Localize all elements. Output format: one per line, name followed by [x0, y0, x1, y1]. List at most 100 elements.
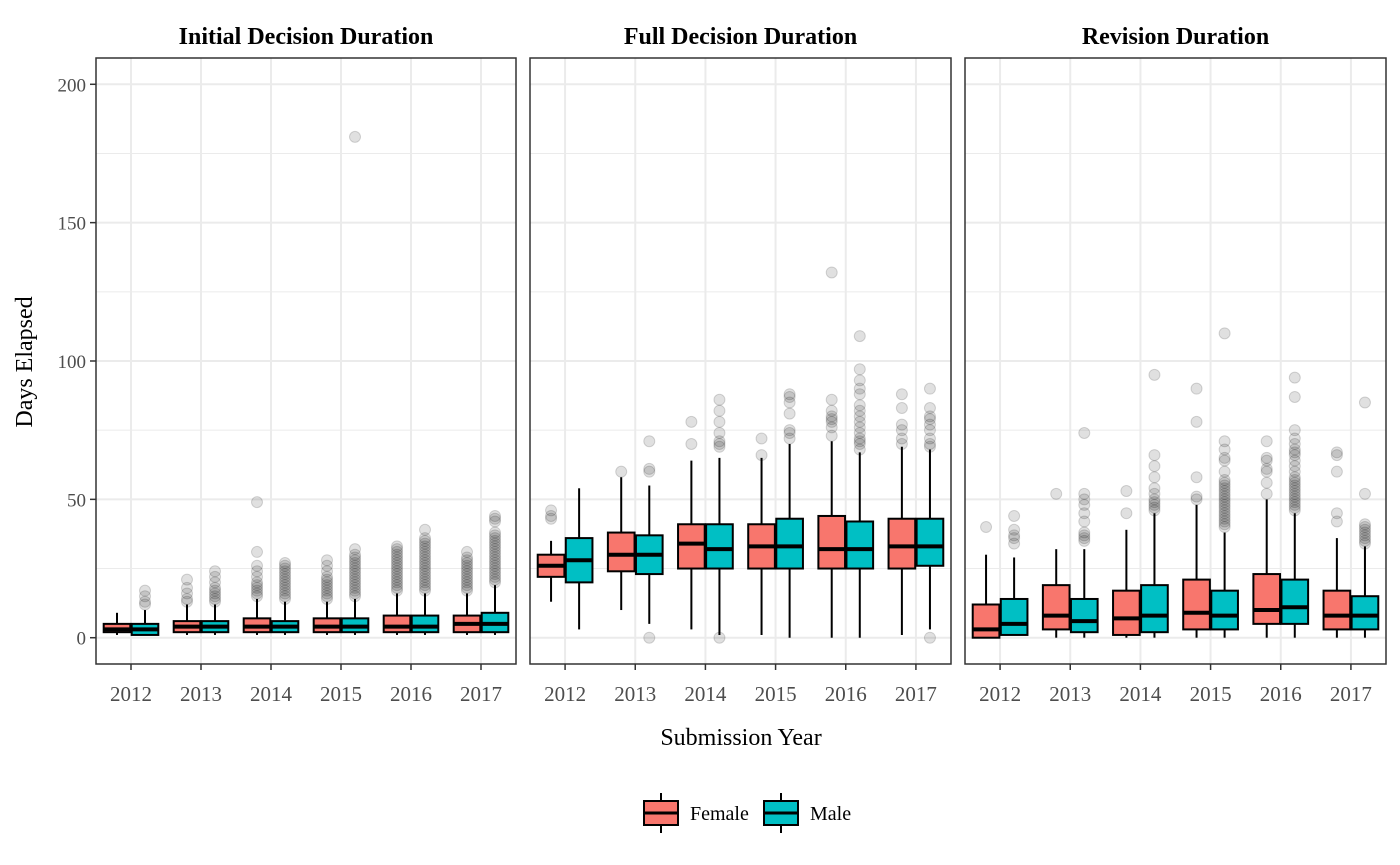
- outlier-point: [321, 581, 333, 594]
- outlier-point: [825, 415, 838, 428]
- outlier-point: [279, 568, 291, 581]
- outlier-point: [391, 543, 403, 556]
- outlier-point: [1288, 493, 1301, 506]
- outlier-point: [419, 557, 431, 569]
- outlier-point: [1190, 471, 1203, 484]
- outlier-point: [1148, 501, 1161, 514]
- box-body: [1140, 584, 1169, 634]
- outlier-point: [1078, 426, 1091, 439]
- outlier-point: [209, 565, 221, 578]
- box-body: [677, 523, 706, 570]
- outlier-point: [209, 592, 221, 605]
- outlier-point: [1218, 476, 1231, 489]
- box-2012-female: [971, 521, 1001, 639]
- outlier-point: [923, 432, 936, 445]
- outlier-point: [349, 565, 361, 578]
- outlier-point: [419, 576, 431, 589]
- outlier-point: [1008, 523, 1021, 536]
- outlier-point: [209, 581, 221, 594]
- outlier-point: [349, 576, 361, 589]
- outlier-point: [181, 592, 193, 605]
- outlier-point: [825, 421, 838, 434]
- outlier-point: [461, 559, 473, 572]
- outlier-point: [349, 554, 361, 567]
- outlier-point: [1218, 327, 1231, 340]
- outlier-point: [181, 573, 193, 586]
- outlier-point: [1330, 449, 1343, 462]
- outlier-point: [321, 576, 333, 589]
- outlier-point: [139, 590, 151, 603]
- outlier-point: [1190, 490, 1203, 503]
- outlier-point: [349, 581, 361, 594]
- outlier-point: [853, 410, 866, 423]
- outlier-point: [1218, 507, 1231, 520]
- outlier-point: [1218, 479, 1231, 492]
- outlier-point: [1288, 496, 1301, 509]
- outlier-point: [391, 540, 403, 553]
- outlier-point: [489, 557, 501, 569]
- outlier-point: [1288, 490, 1301, 503]
- outlier-point: [279, 581, 291, 594]
- outlier-point: [923, 418, 936, 431]
- outlier-point: [853, 374, 866, 387]
- box-2015-male: [340, 130, 370, 635]
- outlier-point: [209, 570, 221, 583]
- box-2014-male: [705, 393, 734, 644]
- outlier-point: [461, 557, 473, 569]
- outlier-point: [489, 515, 501, 528]
- outlier-point: [419, 537, 431, 550]
- box-2017-male: [915, 382, 945, 644]
- outlier-point: [1218, 490, 1231, 503]
- panels-layer: Initial Decision Duration 2012 2013 2014 201…: [58, 24, 1387, 706]
- outlier-point: [251, 587, 263, 600]
- outlier-point: [419, 573, 431, 586]
- outlier-point: [853, 435, 866, 448]
- outlier-point: [279, 584, 291, 597]
- x-tick-label: 2016: [1260, 682, 1302, 706]
- outlier-point: [783, 407, 796, 420]
- outlier-point: [391, 573, 403, 586]
- outlier-point: [1288, 476, 1301, 489]
- panel-title: Initial Decision Duration: [179, 24, 434, 50]
- outlier-point: [713, 438, 726, 451]
- x-tick-label: 2015: [1190, 682, 1232, 706]
- box-2014-female: [242, 496, 272, 635]
- outlier-point: [461, 576, 473, 589]
- outlier-point: [1330, 515, 1343, 528]
- legend-label: Female: [690, 803, 749, 825]
- outlier-point: [321, 565, 333, 578]
- x-tick-label: 2012: [979, 682, 1021, 706]
- box-2012-male: [564, 488, 594, 630]
- outlier-point: [1078, 515, 1091, 528]
- box-2014-female: [1112, 485, 1141, 638]
- outlier-point: [391, 565, 403, 578]
- outlier-point: [783, 396, 796, 409]
- outlier-point: [1190, 382, 1203, 395]
- outlier-point: [1288, 498, 1301, 511]
- outlier-point: [853, 426, 866, 439]
- box-body: [845, 520, 875, 570]
- outlier-point: [279, 570, 291, 583]
- y-tick-label: 50: [67, 490, 86, 511]
- outlier-point: [853, 404, 866, 417]
- box-2015-female: [312, 554, 342, 635]
- box-body: [1069, 597, 1099, 634]
- outlier-point: [391, 576, 403, 589]
- outlier-point: [349, 562, 361, 575]
- outlier-point: [461, 551, 473, 564]
- outlier-point: [489, 565, 501, 578]
- outlier-point: [181, 581, 193, 594]
- y-tick-label: 150: [58, 214, 87, 235]
- outlier-point: [489, 570, 501, 583]
- outlier-point: [419, 565, 431, 578]
- outlier-point: [853, 330, 866, 343]
- outlier-point: [1078, 507, 1091, 520]
- outlier-point: [1218, 515, 1231, 528]
- outlier-point: [251, 581, 263, 594]
- outlier-point: [1260, 451, 1273, 464]
- outlier-point: [1288, 454, 1301, 467]
- outlier-point: [1120, 507, 1133, 520]
- outlier-point: [923, 413, 936, 426]
- outlier-point: [1358, 521, 1371, 534]
- outlier-point: [755, 432, 768, 445]
